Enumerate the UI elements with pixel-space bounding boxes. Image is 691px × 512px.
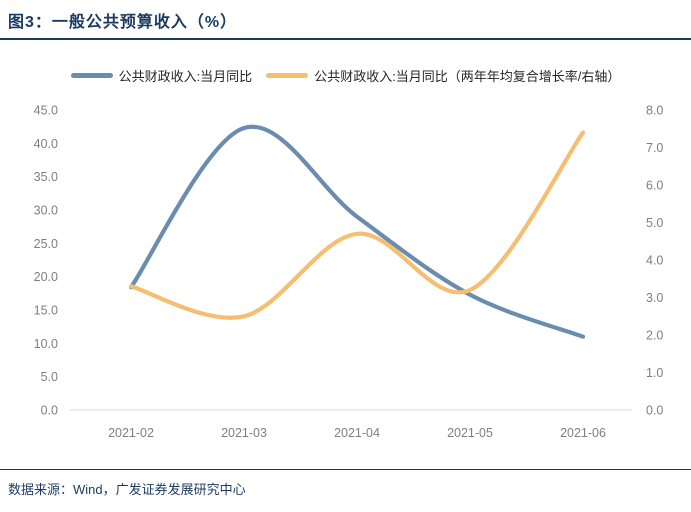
data-source-note: 数据来源：Wind，广发证券发展研究中心	[8, 482, 246, 497]
orange-line-swatch	[266, 73, 309, 78]
footer-divider	[0, 469, 691, 470]
legend: 公共财政收入:当月同比 公共财政收入:当月同比（两年年均复合增长率/右轴）	[0, 66, 691, 85]
x-axis-tick-label: 2021-06	[560, 426, 606, 440]
title-divider	[0, 38, 691, 40]
y-axis-left-tick-label: 45.0	[34, 104, 58, 118]
legend-label-orange: 公共财政收入:当月同比（两年年均复合增长率/右轴）	[314, 69, 621, 84]
y-axis-left-tick-label: 30.0	[34, 204, 58, 218]
y-axis-left-tick-label: 20.0	[34, 270, 58, 284]
blue-line-swatch	[70, 73, 113, 78]
x-axis-tick-label: 2021-03	[221, 426, 267, 440]
y-axis-right-tick-label: 1.0	[646, 366, 663, 380]
y-axis-left-tick-label: 40.0	[34, 137, 58, 151]
y-axis-right-tick-label: 3.0	[646, 291, 663, 305]
y-axis-left-tick-label: 5.0	[41, 370, 58, 384]
series-line-0	[128, 124, 586, 339]
x-axis-tick-label: 2021-05	[447, 426, 493, 440]
y-axis-left-tick-label: 35.0	[34, 170, 58, 184]
y-axis-right-tick-label: 6.0	[646, 179, 663, 193]
y-axis-left-tick-label: 0.0	[41, 404, 58, 418]
y-axis-left-tick-label: 25.0	[34, 237, 58, 251]
y-axis-right-tick-label: 4.0	[646, 254, 663, 268]
y-axis-right-tick-label: 7.0	[646, 141, 663, 155]
legend-item-orange: 公共财政收入:当月同比（两年年均复合增长率/右轴）	[266, 66, 620, 85]
legend-label-blue: 公共财政收入:当月同比	[118, 69, 253, 84]
y-axis-right-tick-label: 2.0	[646, 329, 663, 343]
series-line-1	[128, 130, 586, 320]
y-axis-left-tick-label: 15.0	[34, 304, 58, 318]
y-axis-right-tick-label: 5.0	[646, 216, 663, 230]
x-axis-tick-label: 2021-02	[108, 426, 154, 440]
y-axis-right-tick-label: 0.0	[646, 404, 663, 418]
figure-title: 图3：一般公共预算收入（%）	[8, 14, 238, 31]
y-axis-left-tick-label: 10.0	[34, 337, 58, 351]
y-axis-right-tick-label: 8.0	[646, 104, 663, 118]
x-axis-tick-label: 2021-04	[334, 426, 380, 440]
legend-item-blue: 公共财政收入:当月同比	[70, 66, 253, 85]
